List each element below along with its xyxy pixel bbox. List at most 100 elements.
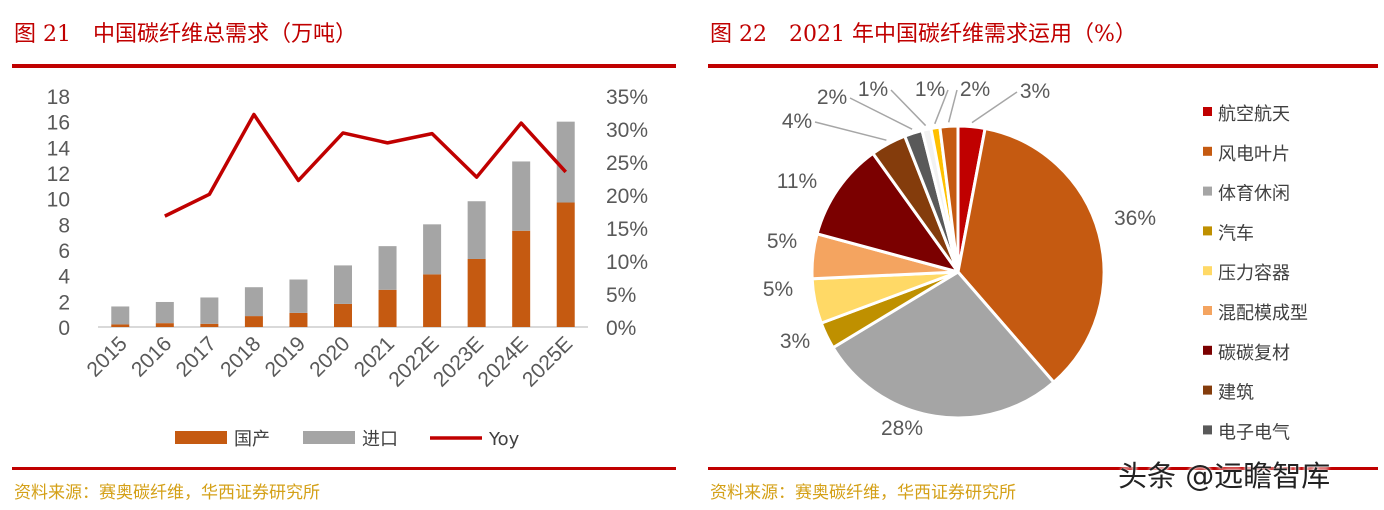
y-tick-label: 4 xyxy=(58,266,70,289)
legend-swatch xyxy=(1203,345,1212,355)
pie-data-label: 2% xyxy=(817,86,847,109)
pie-legend-label: 碳碳复材 xyxy=(1218,343,1290,364)
y-tick-label: 18 xyxy=(47,86,70,109)
y2-tick-label: 15% xyxy=(606,218,648,241)
bar-domestic xyxy=(334,303,352,327)
y2-tick-label: 25% xyxy=(606,152,648,175)
pie-data-label: 1% xyxy=(915,78,945,101)
legend-swatch xyxy=(1203,385,1212,395)
pie-legend-label: 混配模成型 xyxy=(1218,303,1308,324)
bar-domestic xyxy=(378,289,397,327)
bar-import xyxy=(111,306,130,325)
y-tick-label: 14 xyxy=(47,137,71,160)
bar-import xyxy=(244,287,263,317)
left-title-rule xyxy=(12,64,676,68)
y2-tick-label: 35% xyxy=(606,86,648,109)
pie-slice xyxy=(956,126,1106,385)
pie-legend-label: 风电叶片 xyxy=(1218,144,1290,165)
right-figure-title: 图 22 2021 年中国碳纤维需求运用（%） xyxy=(710,22,1137,47)
y-tick-label: 2 xyxy=(58,291,70,314)
y-tick-label: 6 xyxy=(58,240,70,263)
pie-slice xyxy=(938,124,960,273)
pie-leader-line xyxy=(814,121,887,141)
right-source: 资料来源：赛奥碳纤维，华西证券研究所 xyxy=(710,483,1016,503)
x-tick-label: 2023E xyxy=(429,332,488,391)
y2-tick-label: 20% xyxy=(606,185,648,208)
bar-domestic xyxy=(556,202,575,327)
legend-swatch xyxy=(1203,107,1212,116)
legend-label-domestic: 国产 xyxy=(234,429,270,450)
x-tick-label: 2019 xyxy=(261,332,310,381)
bar-import xyxy=(289,279,308,313)
right-footer-rule xyxy=(708,467,1378,470)
bar-import xyxy=(467,201,486,259)
pie-data-label: 1% xyxy=(858,78,888,101)
legend-swatch xyxy=(1203,425,1212,435)
legend-swatch-domestic xyxy=(175,431,227,444)
bar-import xyxy=(423,224,442,275)
x-tick-label: 2025E xyxy=(518,332,577,391)
y2-tick-label: 0% xyxy=(606,317,636,340)
pie-legend-label: 建筑 xyxy=(1218,383,1254,404)
pie-data-label: 3% xyxy=(1020,80,1050,103)
pie-data-label: 4% xyxy=(782,110,812,133)
y2-tick-label: 30% xyxy=(606,119,648,142)
bar-domestic xyxy=(111,324,130,327)
legend-swatch xyxy=(1203,186,1212,196)
pie-leader-line xyxy=(849,97,913,130)
bar-domestic xyxy=(512,230,531,327)
pie-legend-label: 压力容器 xyxy=(1218,263,1290,284)
pie-data-label: 28% xyxy=(881,417,923,440)
x-tick-label: 2018 xyxy=(216,332,265,381)
bar-import xyxy=(378,246,397,290)
y-tick-label: 12 xyxy=(47,163,70,186)
pie-data-label: 36% xyxy=(1114,207,1156,230)
legend-label-yoy: Yoy xyxy=(488,429,520,450)
pie-legend-label: 航空航天 xyxy=(1218,104,1290,125)
right-title-rule xyxy=(708,64,1378,68)
bar-import xyxy=(200,297,219,324)
x-tick-label: 2024E xyxy=(474,332,533,391)
y-tick-label: 0 xyxy=(58,317,70,340)
bar-domestic xyxy=(467,258,486,327)
pie-legend-label: 汽车 xyxy=(1218,223,1254,244)
left-figure-title: 图 21 中国碳纤维总需求（万吨） xyxy=(14,22,357,47)
pie-leader-line xyxy=(971,91,1018,124)
bar-import xyxy=(334,265,352,304)
bar-domestic xyxy=(155,323,174,327)
left-source: 资料来源：赛奥碳纤维，华西证券研究所 xyxy=(14,483,320,503)
legend-swatch-import xyxy=(303,431,355,444)
y2-tick-label: 5% xyxy=(606,284,636,307)
legend-label-import: 进口 xyxy=(362,429,398,450)
bar-import xyxy=(155,301,174,324)
yoy-line xyxy=(164,112,568,218)
pie-data-label: 11% xyxy=(777,170,817,193)
pie-leader-line xyxy=(890,89,927,127)
x-tick-label: 2022E xyxy=(384,332,443,391)
y2-tick-label: 10% xyxy=(606,251,648,274)
pie-leader-line xyxy=(947,89,958,123)
bar-domestic xyxy=(200,323,219,327)
x-tick-label: 2016 xyxy=(127,332,176,381)
legend-swatch xyxy=(1203,306,1212,315)
bar-domestic xyxy=(244,316,263,327)
pie-data-label: 5% xyxy=(763,278,793,301)
x-tick-label: 2017 xyxy=(172,332,221,381)
bar-domestic xyxy=(423,274,442,327)
pie-data-label: 3% xyxy=(780,330,810,353)
bar-domestic xyxy=(289,312,308,327)
pie-data-label: 2% xyxy=(960,78,990,101)
bar-import xyxy=(556,121,575,203)
pie-legend-label: 电子电气 xyxy=(1218,422,1290,443)
pie-data-label: 5% xyxy=(767,230,797,253)
pie-slice xyxy=(831,270,1056,420)
legend-swatch xyxy=(1203,266,1212,276)
pie-legend-label: 体育休闲 xyxy=(1218,184,1290,205)
pie-slice xyxy=(815,151,962,275)
left-footer-rule xyxy=(12,467,676,470)
y-tick-label: 10 xyxy=(47,189,70,212)
pie-leader-line xyxy=(934,89,949,125)
x-tick-label: 2020 xyxy=(305,332,354,381)
x-tick-label: 2015 xyxy=(83,332,132,381)
